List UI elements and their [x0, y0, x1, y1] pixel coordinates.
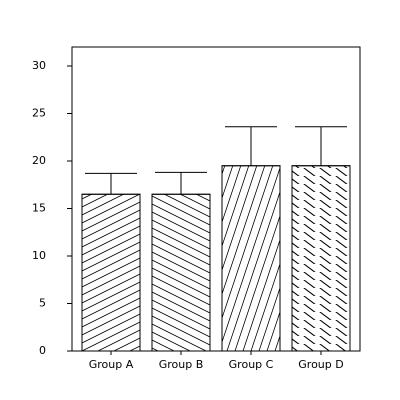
y-tick-label: 25 [32, 107, 46, 120]
bar-hatch [221, 165, 281, 352]
bar-hatch [151, 193, 211, 352]
y-tick-label: 30 [32, 59, 46, 72]
y-tick-label: 5 [39, 297, 46, 310]
x-tick-label: Group A [89, 358, 134, 371]
x-tick-label: Group D [298, 358, 343, 371]
y-tick-label: 0 [39, 344, 46, 357]
x-tick-label: Group C [229, 358, 274, 371]
y-tick-label: 15 [32, 202, 46, 215]
bar-hatch [81, 193, 141, 352]
x-tick-label: Group B [159, 358, 204, 371]
y-tick-label: 20 [32, 154, 46, 167]
y-tick-label: 10 [32, 249, 46, 262]
plot-frame [71, 46, 361, 352]
bar-hatch [291, 165, 351, 352]
